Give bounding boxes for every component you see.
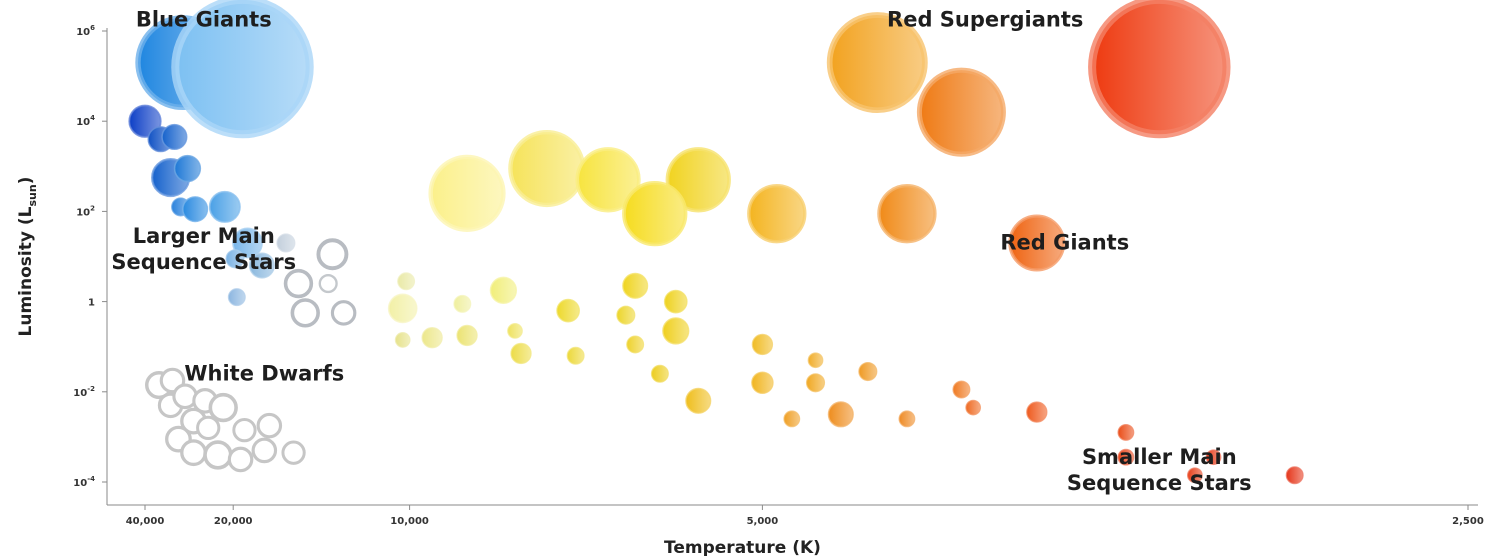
star-marker-smaller-main-sequence-stars xyxy=(858,361,878,382)
star-marker-white-dwarfs xyxy=(227,446,254,473)
x-tick-label: 2,500 xyxy=(1452,516,1484,527)
star-marker-smaller-main-sequence-stars xyxy=(685,387,712,414)
star-marker-larger-main-sequence-stars xyxy=(248,252,275,279)
star-marker-smaller-main-sequence-stars xyxy=(1026,401,1048,423)
x-axis-ticks: 40,000 20,000 10,000 5,000 2,500 xyxy=(126,505,1484,527)
group-label-blue-giants: Blue Giants xyxy=(136,7,272,31)
star-marker-smaller-main-sequence-stars xyxy=(662,317,690,345)
star-marker-smaller-main-sequence-stars xyxy=(650,364,669,383)
star-marker-larger-main-sequence-stars xyxy=(318,273,338,294)
star-marker-blue-giants xyxy=(171,0,314,139)
star-marker-smaller-main-sequence-stars xyxy=(1205,449,1222,466)
star-marker-smaller-main-sequence-stars xyxy=(827,401,854,428)
star-marker-smaller-main-sequence-stars xyxy=(421,326,443,349)
star-marker-white-dwarfs xyxy=(203,440,233,470)
star-marker-smaller-main-sequence-stars xyxy=(965,399,982,416)
star-marker-white-dwarfs xyxy=(180,439,207,467)
star-marker-red-supergiants xyxy=(1088,0,1231,139)
star-marker-red-supergiants xyxy=(826,12,928,114)
star-marker-larger-main-sequence-stars xyxy=(276,233,296,253)
star-marker-larger-main-sequence-stars xyxy=(208,190,241,223)
star-marker-white-dwarfs xyxy=(232,418,257,443)
y-tick-label: 1 xyxy=(88,298,95,309)
group-label-red-giants: Red Giants xyxy=(1000,231,1129,255)
star-marker-larger-main-sequence-stars xyxy=(161,123,188,151)
star-marker-larger-main-sequence-stars xyxy=(182,196,209,223)
star-marker-white-dwarfs xyxy=(251,437,278,464)
star-marker-smaller-main-sequence-stars xyxy=(622,272,649,299)
star-marker-red-giants xyxy=(877,183,937,244)
star-marker-larger-main-sequence-stars xyxy=(290,298,320,328)
y-axis-title-subscript: sun xyxy=(26,184,39,206)
star-marker-smaller-main-sequence-stars xyxy=(456,324,478,347)
star-marker-smaller-main-sequence-stars xyxy=(805,373,826,393)
y-tick-label: 104 xyxy=(76,114,95,128)
star-marker-smaller-main-sequence-stars xyxy=(453,294,472,313)
star-marker-red-giants xyxy=(428,154,506,232)
group-labels: Blue Giants Red Supergiants Larger Main Seq… xyxy=(111,7,1251,494)
star-marker-smaller-main-sequence-stars xyxy=(616,305,636,325)
star-marker-white-dwarfs xyxy=(256,412,283,439)
star-marker-smaller-main-sequence-stars xyxy=(394,332,411,348)
star-marker-smaller-main-sequence-stars xyxy=(952,380,971,399)
star-marker-smaller-main-sequence-stars xyxy=(1186,467,1203,484)
star-marker-smaller-main-sequence-stars xyxy=(566,346,585,365)
star-marker-smaller-main-sequence-stars xyxy=(1117,448,1135,466)
star-marker-red-giants xyxy=(508,129,586,208)
star-marker-white-dwarfs xyxy=(208,392,238,423)
star-marker-smaller-main-sequence-stars xyxy=(1285,466,1304,485)
star-marker-red-giants xyxy=(575,147,641,213)
star-marker-smaller-main-sequence-stars xyxy=(397,272,416,291)
x-axis-title: Temperature (K) xyxy=(664,538,821,556)
star-marker-smaller-main-sequence-stars xyxy=(751,333,774,356)
star-marker-smaller-main-sequence-stars xyxy=(898,410,916,428)
x-tick-label: 5,000 xyxy=(747,516,779,527)
star-markers xyxy=(128,0,1304,485)
star-marker-white-dwarfs xyxy=(196,415,221,441)
star-marker-red-giants xyxy=(665,147,731,213)
star-marker-larger-main-sequence-stars xyxy=(316,238,349,271)
star-marker-larger-main-sequence-stars xyxy=(225,249,245,269)
group-label-red-supergiants: Red Supergiants xyxy=(887,7,1083,31)
star-marker-larger-main-sequence-stars xyxy=(330,300,357,326)
x-tick-label: 10,000 xyxy=(390,516,429,527)
group-label-larger-main-sequence-stars: Larger Main Sequence Stars xyxy=(111,224,296,274)
star-marker-larger-main-sequence-stars xyxy=(227,288,246,307)
star-marker-smaller-main-sequence-stars xyxy=(507,323,523,339)
star-marker-smaller-main-sequence-stars xyxy=(751,371,774,395)
y-axis-ticks: 106 104 102 1 10-2 10-4 xyxy=(73,24,107,489)
star-marker-smaller-main-sequence-stars xyxy=(556,298,580,323)
star-marker-smaller-main-sequence-stars xyxy=(663,289,688,314)
y-axis-title-close: ) xyxy=(16,177,36,185)
star-marker-red-giants xyxy=(1008,214,1066,272)
star-marker-larger-main-sequence-stars xyxy=(173,154,202,183)
star-marker-smaller-main-sequence-stars xyxy=(510,342,532,365)
star-marker-red-giants xyxy=(622,181,688,247)
star-marker-smaller-main-sequence-stars xyxy=(1117,423,1135,441)
group-label-smaller-main-sequence-stars: Smaller Main Sequence Stars xyxy=(1067,445,1252,495)
star-marker-smaller-main-sequence-stars xyxy=(387,293,418,324)
star-marker-larger-main-sequence-stars xyxy=(283,268,314,299)
x-tick-label: 40,000 xyxy=(126,516,165,527)
star-marker-white-dwarfs xyxy=(281,440,306,465)
y-tick-label: 102 xyxy=(76,204,95,218)
star-marker-smaller-main-sequence-stars xyxy=(489,276,518,304)
x-tick-label: 20,000 xyxy=(214,516,253,527)
group-label-white-dwarfs: White Dwarfs xyxy=(184,362,344,386)
star-marker-larger-main-sequence-stars xyxy=(232,227,263,259)
y-axis-title-main: Luminosity (L xyxy=(16,206,36,336)
star-marker-red-supergiants xyxy=(916,67,1006,157)
star-marker-smaller-main-sequence-stars xyxy=(626,335,645,354)
y-tick-label: 10-4 xyxy=(73,475,95,489)
y-tick-label: 10-2 xyxy=(73,385,95,399)
star-marker-smaller-main-sequence-stars xyxy=(807,352,824,369)
y-tick-label: 106 xyxy=(76,24,95,38)
y-axis-title: Luminosity (Lsun) xyxy=(16,177,39,337)
star-marker-smaller-main-sequence-stars xyxy=(783,410,801,428)
star-marker-red-giants xyxy=(747,183,807,244)
